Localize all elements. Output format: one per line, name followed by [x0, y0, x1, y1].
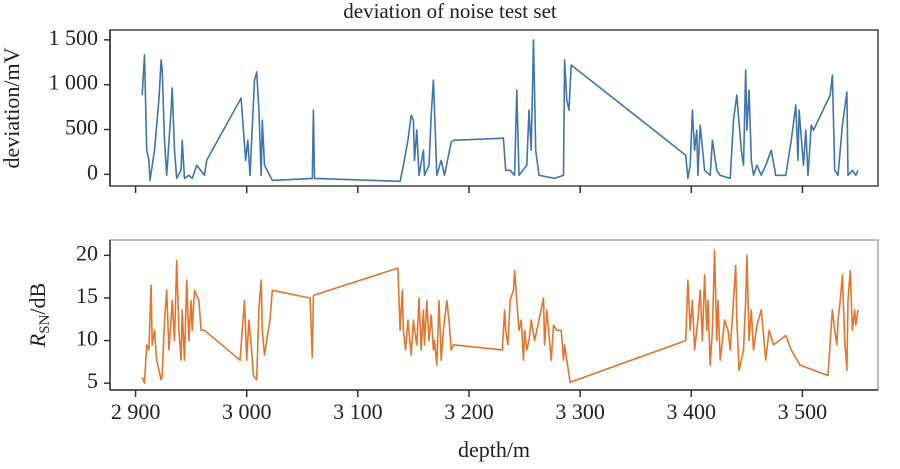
y-tick-label: 500	[65, 115, 98, 140]
y-tick-label: 1 500	[49, 25, 99, 50]
y-label-unit: /dB	[25, 283, 50, 315]
x-tick-label: 3 000	[222, 399, 272, 424]
y-tick-label: 10	[76, 326, 98, 351]
data-line	[141, 39, 859, 183]
x-tick-label: 3 300	[555, 399, 605, 424]
y-tick-label: 15	[76, 283, 98, 308]
x-tick-label: 3 400	[667, 399, 717, 424]
y-axis-label: deviation/mV	[0, 47, 24, 168]
x-tick-label: 3 500	[778, 399, 828, 424]
y-axis-label: RSN/dB	[25, 283, 53, 348]
x-axis-label: depth/m	[458, 437, 530, 462]
x-tick-label: 2 900	[111, 399, 161, 424]
y-tick-label: 5	[87, 368, 98, 393]
plot-frame	[109, 239, 879, 391]
y-label-subscript: SN	[37, 314, 53, 333]
plot-frame	[109, 29, 879, 187]
x-tick-label: 3 200	[444, 399, 494, 424]
y-tick-label: 1 000	[49, 70, 99, 95]
data-line	[141, 249, 859, 384]
chart-title: deviation of noise test set	[343, 0, 557, 23]
y-label-symbol: R	[25, 333, 50, 348]
y-tick-label: 20	[76, 240, 98, 265]
y-tick-label: 0	[87, 159, 98, 184]
x-tick-label: 3 100	[333, 399, 383, 424]
